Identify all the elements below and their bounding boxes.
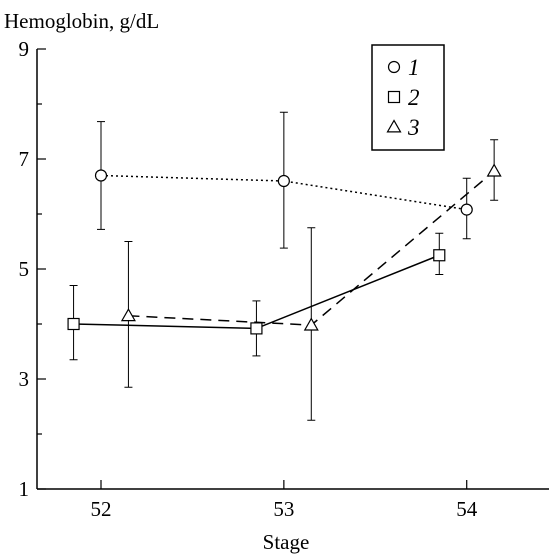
axes: 1 3 5 7 9 52 53 54	[19, 37, 549, 521]
data-point	[94, 169, 108, 182]
legend-label: 3	[407, 115, 420, 140]
series-layer	[67, 111, 502, 421]
x-tick-label: 52	[91, 497, 112, 521]
legend-box	[371, 44, 445, 151]
series-3	[120, 139, 502, 421]
data-point	[460, 203, 473, 216]
y-tick-label: 7	[19, 147, 30, 171]
legend-label: 2	[408, 85, 420, 110]
y-tick-label: 3	[19, 367, 30, 391]
y-tick-label: 1	[19, 477, 30, 501]
legend-marker	[387, 60, 401, 74]
data-point	[277, 174, 290, 188]
x-axis-title: Stage	[263, 530, 310, 554]
series-line	[100, 174, 467, 211]
data-point	[250, 322, 263, 335]
legend: 1 2 3	[371, 44, 445, 151]
series-1	[94, 111, 473, 249]
legend-label: 1	[408, 55, 420, 80]
legend-marker	[386, 119, 402, 133]
x-tick-label: 54	[456, 497, 478, 521]
data-point	[67, 317, 80, 331]
data-point	[433, 249, 446, 262]
data-point	[120, 308, 136, 322]
legend-marker	[387, 90, 401, 104]
y-tick-label: 9	[19, 37, 30, 61]
y-tick-label: 5	[19, 257, 30, 281]
y-axis-title: Hemoglobin, g/dL	[4, 9, 159, 33]
data-point	[486, 163, 502, 177]
series-2	[67, 232, 446, 361]
x-tick-label: 53	[273, 497, 294, 521]
data-point	[303, 317, 319, 331]
